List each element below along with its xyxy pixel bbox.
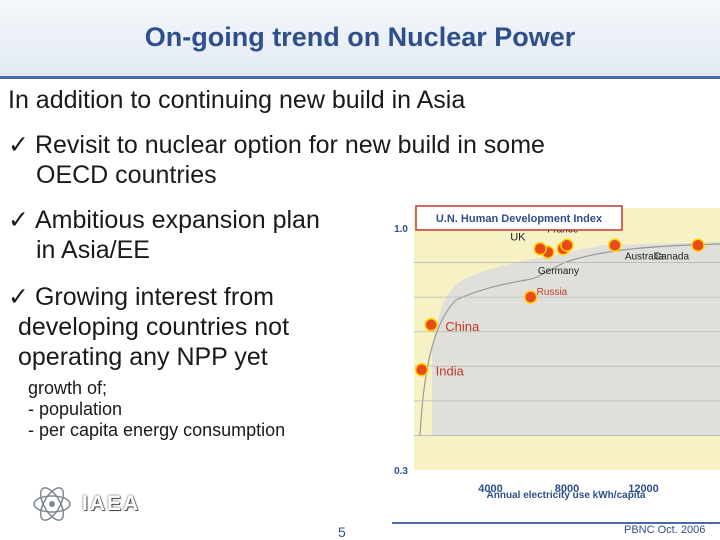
slide-subtitle: In addition to continuing new build in A… <box>8 86 466 114</box>
iaea-logo: IAEA <box>28 482 168 526</box>
point-label-germany: Germany <box>538 266 579 277</box>
footer-divider <box>392 522 720 524</box>
x-tick-label-2: 12000 <box>628 483 659 495</box>
footer-note: PBNC Oct. 2006 <box>624 524 706 536</box>
growth-notes: growth of; - population - per capita ene… <box>28 378 285 441</box>
point-uk <box>533 241 547 256</box>
point-label-india: India <box>436 364 465 379</box>
growth-item-population: - population <box>28 399 123 419</box>
point-russia <box>523 290 538 304</box>
slide-title: On-going trend on Nuclear Power <box>144 22 576 52</box>
bullet-developing: ✓ Growing interest from developing countr… <box>8 282 289 372</box>
atom-icon <box>33 487 71 521</box>
trend-band <box>432 242 720 436</box>
title-divider <box>0 76 720 79</box>
x-tick-label-1: 8000 <box>555 483 579 495</box>
gridlines <box>414 262 720 436</box>
data-points: ChinaIndiaRussiaGermanyUKFranceJapanAust… <box>414 219 705 379</box>
point-australia <box>608 238 622 253</box>
logo-text: IAEA <box>82 492 141 515</box>
growth-heading: growth of; <box>28 378 108 398</box>
check-icon: ✓ <box>8 206 29 234</box>
point-label-australia: Australia <box>625 251 664 262</box>
point-canada <box>691 238 705 253</box>
bullet-developing-line3: operating any NPP yet <box>18 343 268 371</box>
chart-title: U.N. Human Development Index <box>436 213 603 225</box>
chart-title-box <box>415 205 623 231</box>
bullet-developing-line2: developing countries not <box>18 313 290 341</box>
point-label-russia: Russia <box>537 287 568 298</box>
axis-ticks: 4000 8000 12000 1.0 0.3 <box>394 224 659 495</box>
bullet-asia-line1: Ambitious expansion plan <box>34 206 320 234</box>
check-icon: ✓ <box>8 131 29 159</box>
bullet-asia: ✓ Ambitious expansion plan in Asia/EE <box>8 205 320 265</box>
title-bar <box>0 0 720 76</box>
hdi-chart-svg: ChinaIndiaRussiaGermanyUKFranceJapanAust… <box>394 205 720 501</box>
point-japan <box>560 238 574 253</box>
bullet-oecd-line2: OECD countries <box>36 161 217 189</box>
point-label-uk: UK <box>510 232 526 244</box>
bullet-oecd-line1: Revisit to nuclear option for new build … <box>34 131 545 159</box>
growth-item-energy: - per capita energy consumption <box>28 420 286 440</box>
point-label-china: China <box>445 319 480 334</box>
bullet-asia-line2: in Asia/EE <box>36 236 150 264</box>
point-china <box>424 318 438 332</box>
bullet-developing-line1: Growing interest from <box>34 283 274 311</box>
page-number: 5 <box>338 524 346 540</box>
hdi-chart: ChinaIndiaRussiaGermanyUKFranceJapanAust… <box>376 200 720 502</box>
point-india <box>414 362 429 377</box>
chart-xlabel: Annual electricity use kWh/capita <box>487 490 646 501</box>
check-icon: ✓ <box>8 283 29 311</box>
bullet-oecd: ✓ Revisit to nuclear option for new build… <box>8 130 545 190</box>
y-tick-label-0: 1.0 <box>394 224 408 235</box>
y-tick-label-1: 0.3 <box>394 466 408 477</box>
point-label-canada: Canada <box>654 251 689 262</box>
x-tick-label-0: 4000 <box>478 483 502 495</box>
